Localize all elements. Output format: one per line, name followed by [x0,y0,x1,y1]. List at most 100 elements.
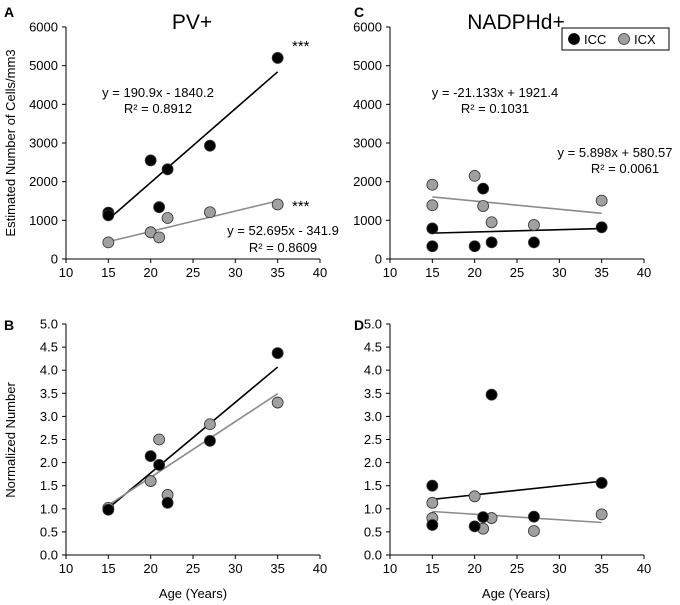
y-tick-label-d: 1.0 [364,501,382,516]
data-point-icc-c [528,236,540,249]
y-tick-label-b: 4.5 [40,340,58,355]
y-tick-label-b: 2.0 [40,455,58,470]
y-tick-label-c: 5000 [353,58,382,73]
data-point-icc-c [468,240,481,253]
x-tick-label-d: 20 [467,561,481,576]
x-tick-label-d: 25 [510,561,524,576]
trendline-icx-b [107,393,279,506]
data-point-icx-a [153,231,166,244]
data-point-icx-c [477,200,490,212]
data-point-icc-d [485,388,498,401]
y-tick-label-d: 0.0 [364,548,382,563]
data-point-icc-c [426,222,439,235]
significance-icc-a: *** [292,38,310,55]
y-tick-label-a: 6000 [29,20,58,35]
y-tick-label-c: 3000 [353,136,382,151]
data-point-icc-a [204,139,216,152]
x-tick-label-d: 30 [552,561,566,576]
y-tick-label-a: 0 [51,252,58,267]
x-axis-title-b: Age (Years) [159,586,227,601]
x-tick-label-b: 25 [186,561,200,576]
data-point-icc-d [595,477,608,489]
data-point-icx-a [204,206,216,219]
data-point-icx-c [595,194,608,207]
x-tick-label-c: 40 [637,265,651,280]
x-tick-label-b: 20 [143,561,157,576]
data-point-icc-a [102,209,115,222]
x-tick-label-a: 35 [270,265,284,280]
legend-marker-icc [568,33,580,45]
y-tick-label-d: 4.5 [364,340,382,355]
significance-icx-a: *** [292,198,310,215]
x-tick-label-c: 10 [383,265,397,280]
data-point-icx-b [271,396,284,409]
y-tick-label-b: 4.0 [40,363,58,378]
y-tick-label-b: 2.5 [40,432,58,447]
x-tick-label-b: 30 [228,561,242,576]
y-tick-label-c: 4000 [353,97,382,112]
x-tick-label-c: 20 [467,265,481,280]
data-point-icx-a [161,212,174,224]
data-point-icc-d [426,479,439,492]
x-tick-label-c: 25 [510,265,524,280]
legend-box [561,27,670,51]
y-tick-label-a: 2000 [29,174,58,189]
data-point-icc-b [153,459,166,471]
legend: ICC ICX [561,27,670,51]
y-tick-label-d: 5.0 [364,317,382,332]
x-tick-label-b: 15 [101,561,115,576]
x-tick-label-a: 10 [59,265,73,280]
panel-title-a: PV+ [172,11,212,34]
x-tick-label-d: 40 [637,561,651,576]
data-point-icx-a [271,198,284,211]
r-squared-icc-a: R² = 0.8912 [124,101,192,116]
x-tick-label-a: 30 [228,265,242,280]
y-tick-label-b: 3.5 [40,386,58,401]
plot-area-a: 0 1000 2000 3000 4000 5000 6000 10 15 20 25 30 35 40 [29,20,327,281]
data-point-icc-d [477,511,490,524]
y-tick-label-d: 2.0 [364,455,382,470]
data-point-icc-b [144,450,157,463]
data-point-icx-c [426,199,439,212]
y-tick-label-b: 3.0 [40,409,58,424]
y-tick-label-a: 4000 [29,97,58,112]
y-axis-title-b: Normalized Number [3,382,18,498]
data-point-icc-c [485,236,498,249]
data-point-icc-a [144,154,157,167]
x-tick-label-c: 35 [594,265,608,280]
x-tick-label-b: 40 [313,561,327,576]
x-tick-label-d: 35 [594,561,608,576]
y-tick-label-d: 4.0 [364,363,382,378]
x-tick-label-c: 30 [552,265,566,280]
data-point-icc-b [271,347,284,360]
x-tick-label-a: 25 [186,265,200,280]
plot-area-b: 0.0 0.5 1.0 1.5 2.0 2.5 3.0 3.5 4.0 4.5 5.0 10 15 20 2… [40,317,327,577]
data-point-icx-c [528,219,540,231]
data-point-icc-c [595,221,608,234]
trendline-icc-c [432,227,602,234]
y-tick-label-b: 0.0 [40,548,58,563]
y-tick-label-a: 3000 [29,136,58,151]
data-point-icc-a [161,163,174,176]
r-squared-icc-c: R² = 0.0061 [591,161,659,176]
plot-area-d: 0.0 0.5 1.0 1.5 2.0 2.5 3.0 3.5 4.0 4.5 5.0 10 15 20 2… [364,317,651,577]
y-tick-label-d: 2.5 [364,432,382,447]
legend-label-icc: ICC [584,32,606,47]
data-point-icx-d [426,496,439,509]
data-point-icx-d [595,508,608,521]
x-tick-label-a: 15 [101,265,115,280]
x-tick-label-a: 40 [313,265,327,280]
panel-letter-c: C [354,4,364,20]
y-tick-label-d: 3.5 [364,386,382,401]
data-point-icx-d [468,490,481,503]
legend-marker-icx [618,33,630,45]
x-tick-label-c: 15 [425,265,439,280]
data-point-icc-d [528,510,540,523]
y-tick-label-b: 0.5 [40,524,58,539]
trendline-icx-d [432,510,602,524]
y-tick-label-b: 5.0 [40,317,58,332]
x-tick-label-b: 10 [59,561,73,576]
x-tick-label-d: 10 [383,561,397,576]
x-axis-title-d: Age (Years) [482,586,550,601]
